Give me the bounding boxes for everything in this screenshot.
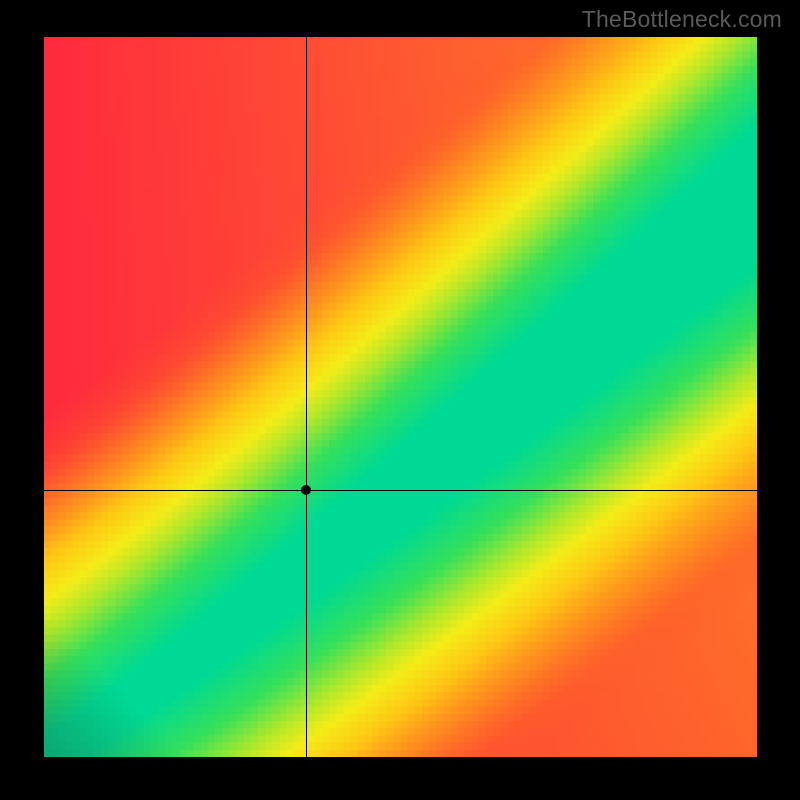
heatmap-plot bbox=[44, 37, 757, 757]
watermark-text: TheBottleneck.com bbox=[582, 6, 782, 33]
crosshair-horizontal bbox=[44, 490, 757, 491]
crosshair-marker bbox=[301, 485, 311, 495]
crosshair-vertical bbox=[306, 37, 307, 757]
heatmap-canvas bbox=[44, 37, 757, 757]
